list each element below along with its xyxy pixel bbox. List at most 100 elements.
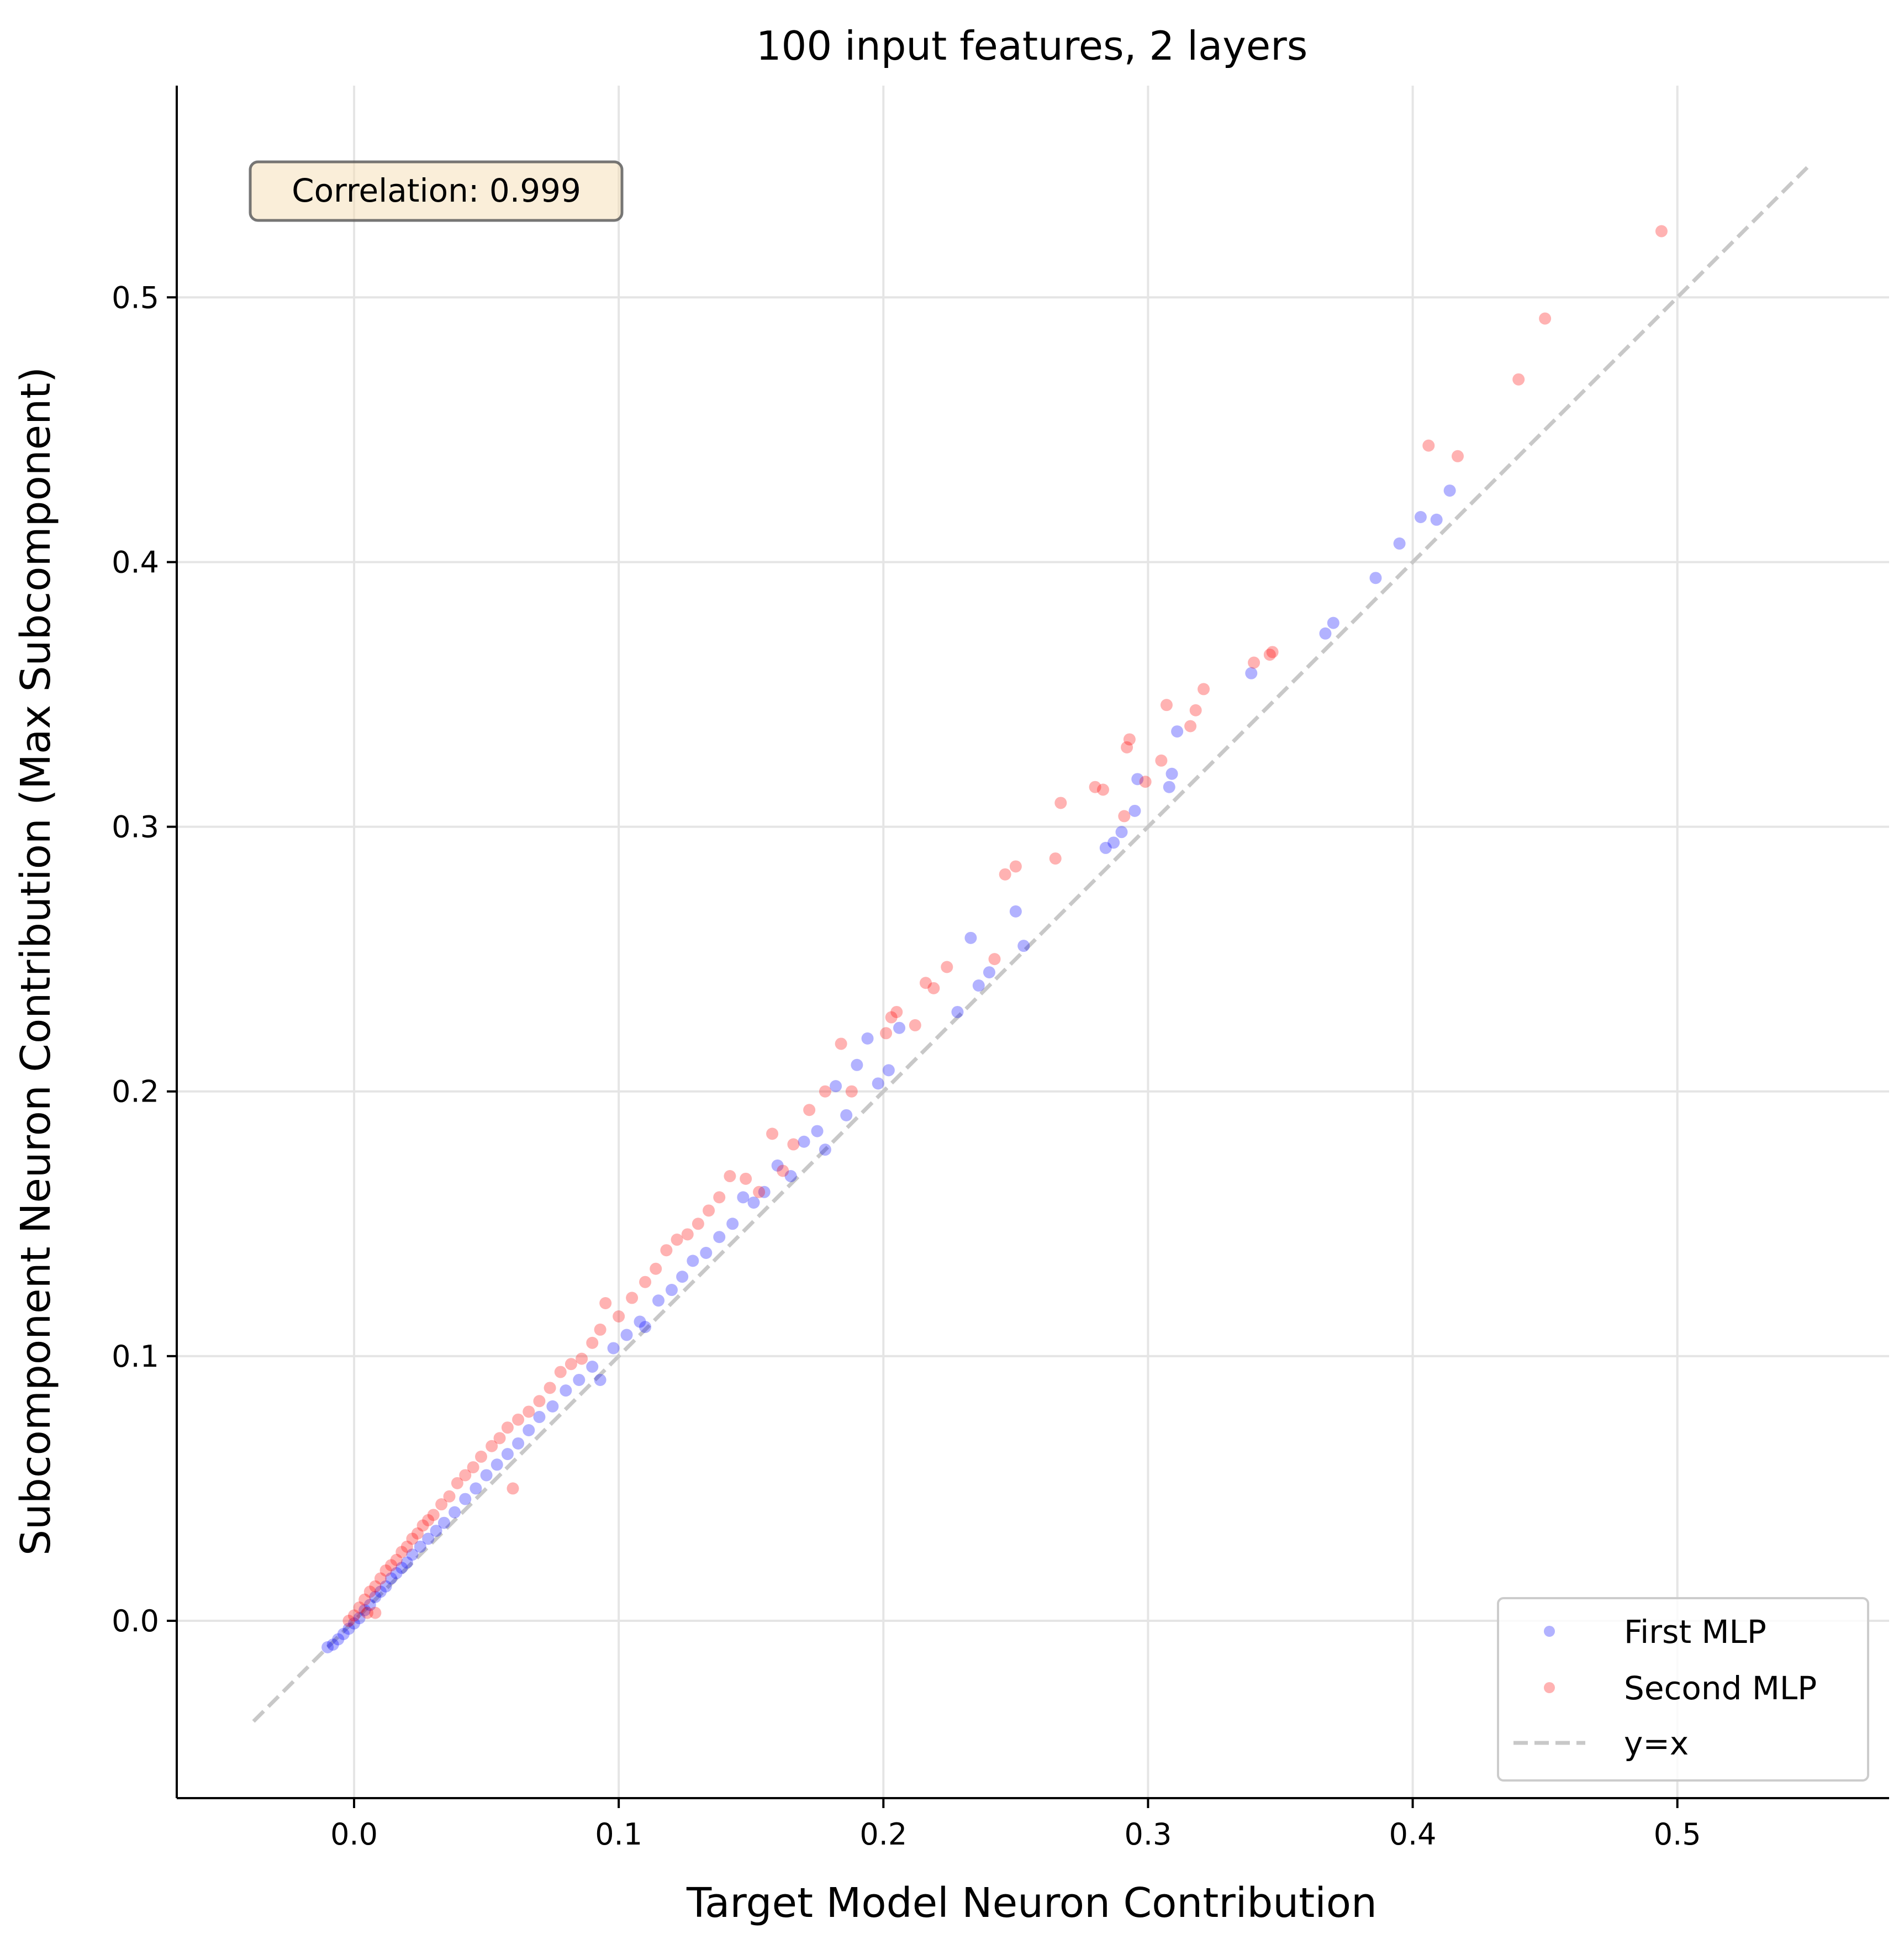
- legend-label-y-equals-x: y=x: [1624, 1725, 1689, 1762]
- point-second-mlp-77: [1155, 754, 1168, 767]
- point-second-mlp-62: [909, 1019, 921, 1031]
- point-second-mlp-63: [919, 977, 932, 989]
- annotation-text: Correlation: 0.999: [292, 172, 581, 209]
- point-first-mlp-4: [342, 1622, 355, 1635]
- point-second-mlp-89: [1655, 225, 1668, 238]
- point-first-mlp-57: [861, 1032, 874, 1045]
- point-first-mlp-46: [737, 1191, 750, 1204]
- point-first-mlp-24: [480, 1469, 493, 1482]
- point-second-mlp-58: [845, 1085, 858, 1098]
- point-first-mlp-79: [1393, 537, 1406, 550]
- point-second-mlp-21: [451, 1477, 463, 1489]
- point-first-mlp-80: [1414, 510, 1427, 523]
- reference-line-y-equals-x: [252, 164, 1811, 1723]
- point-second-mlp-13: [400, 1540, 413, 1553]
- point-first-mlp-25: [490, 1458, 503, 1471]
- point-first-mlp-51: [798, 1135, 810, 1148]
- y-tick-label-0: 0.0: [112, 1604, 159, 1638]
- chart-title: 100 input features, 2 layers: [756, 23, 1307, 69]
- point-first-mlp-69: [1115, 826, 1128, 839]
- point-second-mlp-16: [416, 1519, 429, 1532]
- point-second-mlp-38: [599, 1297, 612, 1310]
- point-second-mlp-23: [467, 1461, 479, 1474]
- point-second-mlp-3: [358, 1593, 371, 1606]
- point-first-mlp-18: [422, 1532, 435, 1545]
- point-first-mlp-23: [470, 1482, 482, 1495]
- point-first-mlp-61: [951, 1005, 964, 1018]
- point-first-mlp-16: [406, 1548, 419, 1561]
- point-second-mlp-8: [374, 1572, 387, 1585]
- point-second-mlp-34: [565, 1358, 577, 1371]
- point-second-mlp-80: [1189, 704, 1202, 716]
- point-first-mlp-0: [321, 1641, 334, 1653]
- point-second-mlp-54: [787, 1138, 800, 1151]
- point-first-mlp-58: [872, 1077, 884, 1090]
- x-tick-label-2: 0.2: [859, 1817, 907, 1852]
- point-first-mlp-45: [726, 1218, 739, 1230]
- point-second-mlp-36: [586, 1336, 599, 1349]
- point-second-mlp-4: [361, 1606, 373, 1619]
- point-second-mlp-53: [777, 1165, 789, 1177]
- point-first-mlp-3: [337, 1627, 350, 1640]
- point-first-mlp-59: [882, 1064, 895, 1077]
- point-second-mlp-60: [885, 1011, 898, 1024]
- y-tick-label-5: 0.5: [112, 280, 159, 315]
- point-second-mlp-83: [1263, 649, 1276, 661]
- point-second-mlp-67: [999, 868, 1011, 881]
- point-second-mlp-55: [803, 1104, 816, 1116]
- point-first-mlp-34: [594, 1373, 606, 1386]
- point-first-mlp-26: [501, 1448, 514, 1461]
- axes: [176, 86, 1889, 1799]
- point-first-mlp-60: [893, 1021, 906, 1034]
- point-second-mlp-40: [626, 1292, 639, 1304]
- point-second-mlp-43: [660, 1244, 673, 1257]
- point-second-mlp-29: [512, 1413, 525, 1426]
- point-second-mlp-46: [692, 1218, 704, 1230]
- point-second-mlp-5: [363, 1585, 376, 1598]
- point-first-mlp-28: [523, 1424, 535, 1437]
- point-first-mlp-2: [332, 1633, 345, 1646]
- point-first-mlp-76: [1319, 627, 1332, 640]
- point-second-mlp-75: [1123, 733, 1136, 746]
- point-first-mlp-78: [1369, 572, 1382, 584]
- point-second-mlp-14: [406, 1532, 419, 1545]
- point-first-mlp-1: [326, 1638, 339, 1651]
- point-first-mlp-36: [620, 1329, 633, 1341]
- point-first-mlp-71: [1131, 773, 1144, 786]
- point-second-mlp-2: [353, 1601, 366, 1614]
- x-axis-label: Target Model Neuron Contribution: [686, 1879, 1377, 1927]
- legend-marker-second-mlp: [1544, 1682, 1555, 1693]
- point-second-mlp-15: [412, 1527, 424, 1540]
- y-tick-label-3: 0.3: [112, 810, 159, 845]
- point-second-mlp-66: [988, 953, 1001, 966]
- point-second-mlp-30: [523, 1405, 535, 1418]
- point-second-mlp-81: [1198, 683, 1210, 695]
- point-first-mlp-47: [747, 1196, 760, 1209]
- point-second-mlp-78: [1160, 699, 1173, 712]
- point-second-mlp-85: [1422, 439, 1435, 452]
- y-axis-label: Subcomponent Neuron Contribution (Max Su…: [12, 367, 60, 1556]
- point-second-mlp-87: [1512, 373, 1525, 386]
- tick-labels: 0.0 0.1 0.2 0.3 0.4 0.5 0.0 0.1 0.2 0.3 0.4 0.5: [112, 280, 1701, 1852]
- point-second-mlp-41: [639, 1276, 652, 1288]
- point-first-mlp-15: [400, 1556, 413, 1569]
- point-first-mlp-11: [379, 1580, 392, 1593]
- point-second-mlp-57: [835, 1037, 847, 1050]
- point-first-mlp-54: [830, 1080, 842, 1093]
- point-first-mlp-21: [449, 1506, 461, 1519]
- point-first-mlp-68: [1107, 836, 1120, 849]
- point-first-mlp-32: [573, 1373, 586, 1386]
- point-first-mlp-8: [363, 1599, 376, 1611]
- point-first-mlp-53: [819, 1144, 831, 1156]
- point-first-mlp-52: [811, 1125, 824, 1137]
- point-second-mlp-25: [486, 1440, 498, 1452]
- point-second-mlp-31: [533, 1395, 546, 1408]
- x-tick-label-3: 0.3: [1124, 1817, 1172, 1852]
- point-first-mlp-40: [665, 1284, 678, 1297]
- y-tick-label-4: 0.4: [112, 545, 159, 579]
- point-second-mlp-49: [724, 1170, 736, 1183]
- point-first-mlp-81: [1430, 513, 1443, 526]
- point-first-mlp-12: [385, 1572, 398, 1585]
- point-first-mlp-70: [1128, 804, 1141, 817]
- point-first-mlp-43: [700, 1246, 713, 1259]
